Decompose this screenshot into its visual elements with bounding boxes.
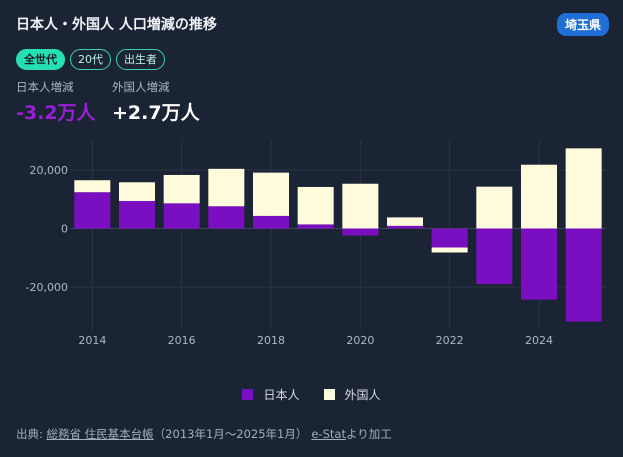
bar-japanese-2022 xyxy=(431,228,468,248)
population-bar-chart: 20,000 0 -20,000 2014 2016 2018 2020 2022 2024 xyxy=(26,140,606,347)
legend-foreign-swatch xyxy=(323,389,335,400)
foreign-change-value: +2.7万人 xyxy=(112,102,200,124)
source-link-jumin[interactable]: 総務省 住民基本台帳 xyxy=(46,427,154,441)
bar-foreign-2022 xyxy=(431,247,468,253)
bar-japanese-2014 xyxy=(74,192,111,229)
japanese-change-label: 日本人増減 xyxy=(16,80,74,94)
source-prefix: 出典: xyxy=(16,427,47,441)
x-tick-label: 2020 xyxy=(346,334,374,347)
bar-foreign-2023 xyxy=(476,186,513,229)
source-period: （2013年1月〜2025年1月） xyxy=(153,427,308,441)
source-suffix: より加工 xyxy=(345,427,392,441)
foreign-change-label: 外国人増減 xyxy=(112,80,170,94)
bar-japanese-2020 xyxy=(342,228,379,236)
bar-japanese-2018 xyxy=(253,215,289,229)
bar-japanese-2024 xyxy=(521,228,557,300)
bar-japanese-2019 xyxy=(297,224,334,229)
bar-foreign-2017 xyxy=(208,168,245,207)
chart-legend: 日本人 外国人 xyxy=(0,386,623,403)
x-tick-label: 2022 xyxy=(436,334,464,347)
japanese-change-stat: 日本人増減 -3.2万人 xyxy=(16,79,96,125)
bar-foreign-2014 xyxy=(74,180,111,193)
y-tick-label: -20,000 xyxy=(26,281,68,294)
filter-chips: 全世代 20代 出生者 xyxy=(16,49,165,70)
bar-japanese-2015 xyxy=(119,201,155,229)
source-note: 出典: 総務省 住民基本台帳（2013年1月〜2025年1月） e-Statより加… xyxy=(16,426,392,442)
x-tick-label: 2024 xyxy=(525,334,553,347)
legend-japanese[interactable]: 日本人 xyxy=(242,386,300,403)
filter-20s[interactable]: 20代 xyxy=(70,49,111,70)
region-badge[interactable]: 埼玉県 xyxy=(556,13,609,36)
bar-foreign-2016 xyxy=(163,174,200,204)
bar-foreign-2015 xyxy=(119,182,155,202)
y-tick-label: 0 xyxy=(61,223,68,236)
filter-births[interactable]: 出生者 xyxy=(116,49,165,70)
x-tick-label: 2014 xyxy=(78,334,106,347)
bar-japanese-2023 xyxy=(476,228,513,285)
bar-foreign-2018 xyxy=(253,172,289,216)
filter-all-ages[interactable]: 全世代 xyxy=(16,49,65,70)
legend-japanese-swatch xyxy=(242,389,254,400)
y-tick-label: 20,000 xyxy=(30,164,69,177)
japanese-change-value: -3.2万人 xyxy=(16,102,96,124)
bar-foreign-2025 xyxy=(565,148,602,229)
source-link-estat[interactable]: e-Stat xyxy=(311,427,346,441)
legend-foreign-label: 外国人 xyxy=(344,388,381,402)
x-tick-label: 2016 xyxy=(168,334,196,347)
bar-foreign-2021 xyxy=(387,217,423,226)
bar-japanese-2021 xyxy=(387,225,423,229)
chart-title: 日本人・外国人 人口増減の推移 xyxy=(16,17,217,33)
legend-foreign[interactable]: 外国人 xyxy=(323,386,381,403)
bar-foreign-2019 xyxy=(297,186,334,225)
bar-foreign-2024 xyxy=(521,164,557,229)
foreign-change-stat: 外国人増減 +2.7万人 xyxy=(112,79,200,125)
bar-japanese-2017 xyxy=(208,206,245,229)
bar-japanese-2016 xyxy=(163,203,200,229)
legend-japanese-label: 日本人 xyxy=(263,388,300,402)
bar-japanese-2025 xyxy=(565,228,602,322)
bar-foreign-2020 xyxy=(342,183,379,229)
x-tick-label: 2018 xyxy=(257,334,285,347)
